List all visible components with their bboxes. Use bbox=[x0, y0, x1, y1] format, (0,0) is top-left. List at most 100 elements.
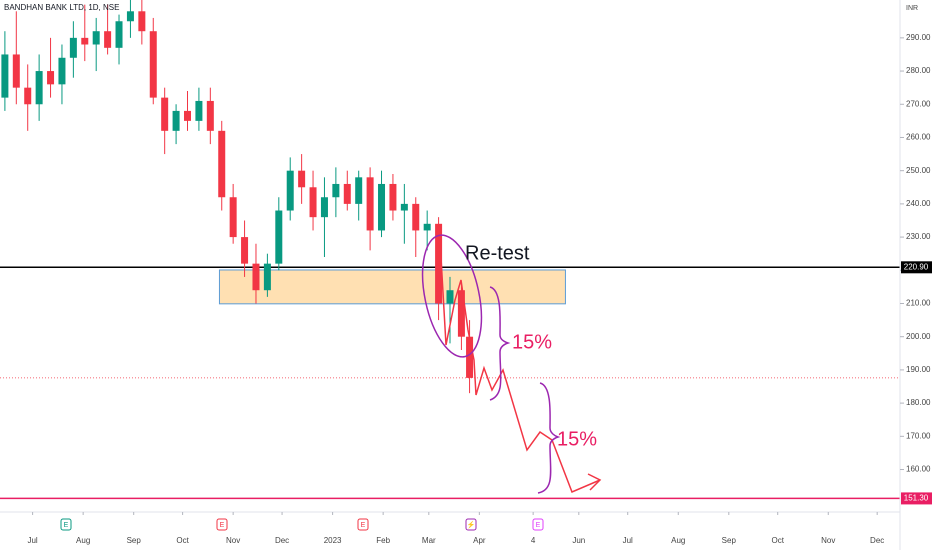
y-tick-label: 160.00 bbox=[906, 465, 931, 474]
event-icon bbox=[216, 518, 228, 531]
candle-body bbox=[58, 57, 66, 85]
candle-body bbox=[457, 290, 465, 337]
x-tick-label: Aug bbox=[76, 536, 90, 545]
candle-body bbox=[81, 37, 89, 45]
candle-body bbox=[252, 263, 260, 291]
y-tick-label: 280.00 bbox=[906, 66, 931, 75]
event-label: ⚡ bbox=[467, 520, 476, 529]
annotation: Re-test bbox=[465, 242, 530, 264]
candle-body bbox=[115, 21, 123, 48]
candle-body bbox=[309, 187, 317, 218]
x-tick-label: Apr bbox=[473, 536, 486, 545]
zone bbox=[218, 269, 566, 305]
candle-body bbox=[35, 71, 43, 105]
candle-body bbox=[412, 203, 420, 231]
candle-body bbox=[172, 110, 180, 131]
candle-body bbox=[286, 170, 294, 211]
candle-body bbox=[206, 100, 214, 131]
candle-body bbox=[12, 54, 20, 88]
x-tick-label: Feb bbox=[376, 536, 390, 545]
candle-body bbox=[47, 71, 55, 85]
candle-body bbox=[1, 54, 9, 98]
y-tick-label: 260.00 bbox=[906, 133, 931, 142]
event-label: E bbox=[220, 522, 225, 529]
y-tick-label: 240.00 bbox=[906, 199, 931, 208]
y-tick-label: 210.00 bbox=[906, 299, 931, 308]
x-tick-label: Dec bbox=[275, 536, 289, 545]
candle-body bbox=[24, 87, 32, 105]
x-tick-label: Aug bbox=[671, 536, 685, 545]
candle-body bbox=[378, 183, 386, 231]
price-label-box bbox=[901, 261, 932, 274]
price-label-box bbox=[901, 492, 932, 505]
x-tick-label: Oct bbox=[176, 536, 189, 545]
candle-body bbox=[92, 31, 100, 45]
candle-body bbox=[298, 170, 306, 188]
price-label: 220.90 bbox=[904, 262, 929, 271]
candle-body bbox=[218, 130, 226, 198]
x-tick-label: Jul bbox=[27, 536, 37, 545]
event-icon bbox=[465, 518, 477, 531]
candle-body bbox=[229, 197, 237, 238]
x-tick-label: Nov bbox=[226, 536, 240, 545]
candle-body bbox=[184, 110, 191, 121]
candle-body bbox=[332, 183, 340, 198]
x-tick-label: Jul bbox=[623, 536, 633, 545]
brace bbox=[489, 286, 511, 401]
event-label: E bbox=[64, 522, 69, 529]
candle-body bbox=[161, 97, 169, 131]
event-icon bbox=[357, 518, 369, 531]
x-tick-label: Sep bbox=[127, 536, 142, 545]
x-tick-label: Oct bbox=[771, 536, 784, 545]
plot bbox=[0, 0, 900, 500]
currency: INR bbox=[906, 5, 918, 12]
candle-body bbox=[446, 290, 454, 304]
y-tick-label: 290.00 bbox=[906, 33, 931, 42]
x-tick-label: Dec bbox=[870, 536, 884, 545]
candle-body bbox=[343, 183, 351, 204]
y-tick-label: 190.00 bbox=[906, 365, 931, 374]
y-tick-label: 230.00 bbox=[906, 232, 931, 241]
annotation: 15% bbox=[557, 428, 597, 450]
projection-path bbox=[439, 239, 601, 493]
y-tick-label: 180.00 bbox=[906, 398, 931, 407]
annotation: 15% bbox=[512, 331, 552, 353]
circle bbox=[421, 234, 483, 358]
arrow-head bbox=[587, 473, 602, 491]
x-tick-label: Mar bbox=[422, 536, 436, 545]
candle-body bbox=[275, 210, 283, 264]
drawings: Re-test 15% 15% bbox=[421, 234, 602, 494]
event-label: E bbox=[361, 522, 366, 529]
price-label: 151.30 bbox=[904, 494, 929, 503]
candle-body bbox=[400, 203, 408, 211]
x-tick-label: 2023 bbox=[324, 536, 342, 545]
x-tick-label: Sep bbox=[722, 536, 737, 545]
candle-body bbox=[138, 11, 146, 32]
candle-body bbox=[423, 223, 431, 231]
candle-body bbox=[435, 223, 443, 304]
y-tick-label: 170.00 bbox=[906, 431, 931, 440]
candle-body bbox=[366, 177, 374, 231]
brace bbox=[537, 382, 561, 494]
symbol-title: BANDHAN BANK LTD, 1D, NSE bbox=[4, 3, 119, 12]
candle-body bbox=[69, 37, 77, 58]
candle-body bbox=[263, 263, 271, 291]
candle-body bbox=[149, 31, 157, 98]
x-tick-label: 4 bbox=[531, 536, 536, 545]
candle-body bbox=[241, 237, 249, 264]
candle-body bbox=[355, 177, 363, 204]
candle-body bbox=[126, 11, 134, 22]
y-tick-label: 250.00 bbox=[906, 166, 931, 175]
candle-body bbox=[320, 197, 328, 218]
y-tick-label: 200.00 bbox=[906, 332, 931, 341]
x-tick-label: Nov bbox=[821, 536, 835, 545]
event-icon bbox=[60, 518, 72, 531]
candle-body bbox=[466, 336, 474, 378]
x-tick-label: Jun bbox=[572, 536, 585, 545]
event-label: E bbox=[536, 522, 541, 529]
candle-body bbox=[195, 100, 203, 121]
y-tick-label: 270.00 bbox=[906, 99, 931, 108]
event-icon bbox=[532, 518, 544, 531]
candle-body bbox=[389, 183, 397, 211]
